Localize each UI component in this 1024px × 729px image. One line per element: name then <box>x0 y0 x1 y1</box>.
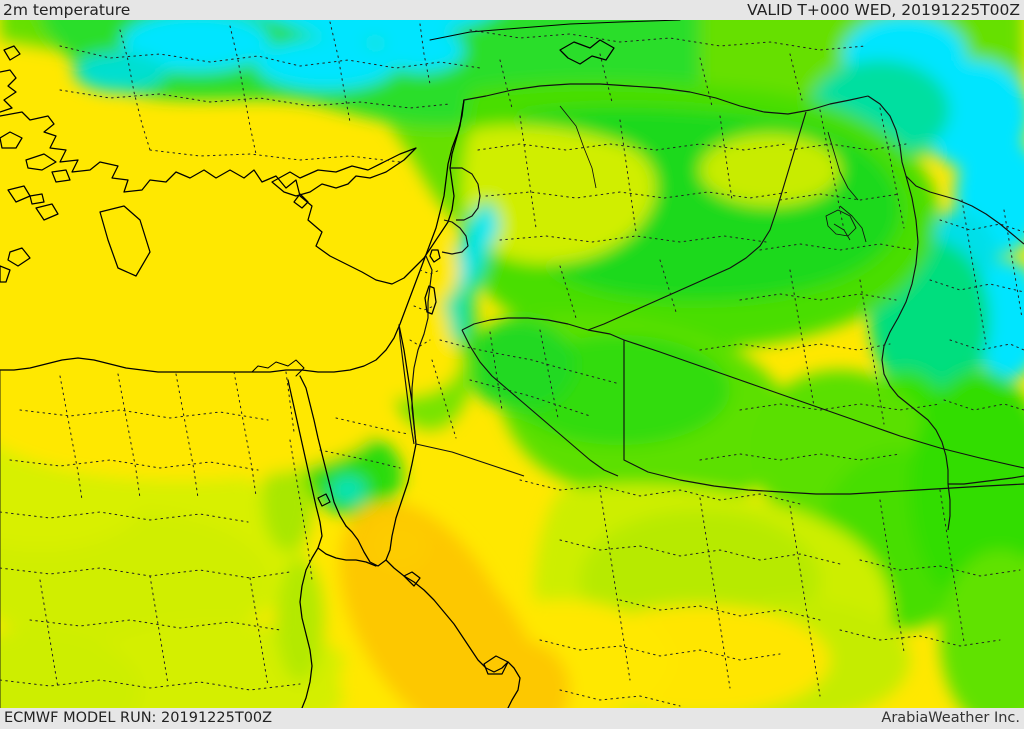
island-cyprus <box>271 147 417 197</box>
admin-borders-layer <box>0 21 1024 707</box>
coast-aegean-mainland <box>0 69 17 113</box>
valid-time-label: VALID T+000 WED, 20191225T00Z <box>747 1 1020 19</box>
river-euphrates-upper <box>559 105 597 189</box>
coast-black-sea <box>429 20 681 41</box>
border-syria-iraq <box>587 111 807 331</box>
border-lebanon-syria <box>450 167 481 221</box>
island-icaria2 <box>51 169 71 183</box>
island-chios <box>0 131 23 149</box>
border-iraq-saudi-neutral <box>623 339 1024 469</box>
header-bar: 2m temperature VALID T+000 WED, 20191225… <box>0 0 1024 20</box>
river-tigris <box>827 131 859 201</box>
border-egypt-israel <box>398 324 415 445</box>
sinai-south-tip <box>317 547 377 567</box>
cyprus-south-cape <box>293 193 309 209</box>
border-jordan-saudi-south <box>415 443 525 477</box>
border-turkey-syria <box>463 83 869 115</box>
border-lebanon-israel <box>441 219 469 255</box>
island-kos <box>35 203 59 221</box>
page-title: 2m temperature <box>3 1 131 19</box>
dead-sea <box>424 285 437 315</box>
island-rhodes <box>99 205 151 277</box>
provider-label: ArabiaWeather Inc. <box>881 710 1020 726</box>
island-lesbos <box>3 45 21 61</box>
coast-levant-egypt-north <box>0 99 465 373</box>
gulf-of-suez-west <box>287 379 323 708</box>
temperature-field-svg <box>0 20 1024 708</box>
gulf-head-inlet <box>403 571 421 587</box>
border-turkey-iran <box>867 95 1024 245</box>
sea-of-galilee <box>429 249 441 263</box>
footer-bar: ECMWF MODEL RUN: 20191225T00Z ArabiaWeat… <box>0 708 1024 729</box>
temperature-map[interactable] <box>0 20 1024 708</box>
border-syria-jordan <box>461 317 589 331</box>
island-crete-west <box>7 247 31 267</box>
border-jordan-saudi <box>461 329 619 477</box>
border-kuwait-north <box>948 475 1024 485</box>
model-run-label: ECMWF MODEL RUN: 20191225T00Z <box>4 710 273 726</box>
gulf-of-suez-east <box>299 375 347 527</box>
national-borders-layer <box>0 83 1024 708</box>
lake-tuz <box>559 39 615 65</box>
geography-layer <box>0 20 681 708</box>
border-iraq-iran <box>881 175 949 484</box>
suez-inlet <box>317 493 331 507</box>
river-tigris-lake <box>839 205 867 243</box>
border-kuwait-west <box>947 483 951 531</box>
lake-tharthar <box>825 209 857 237</box>
island-crete-east <box>0 265 11 283</box>
tiran-island-area <box>483 655 509 675</box>
border-israel-jordan <box>411 255 433 445</box>
border-jordan-iraq-saudi <box>587 329 1024 495</box>
island-samos <box>25 153 57 171</box>
island-naxos <box>29 193 45 205</box>
coast-turkey-south <box>0 99 465 285</box>
nile-delta-coast <box>251 359 305 377</box>
field-bands <box>0 20 1024 708</box>
